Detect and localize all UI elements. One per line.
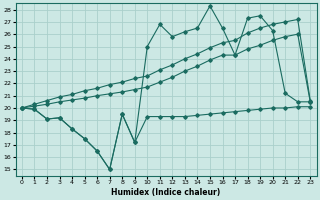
X-axis label: Humidex (Indice chaleur): Humidex (Indice chaleur) (111, 188, 221, 197)
